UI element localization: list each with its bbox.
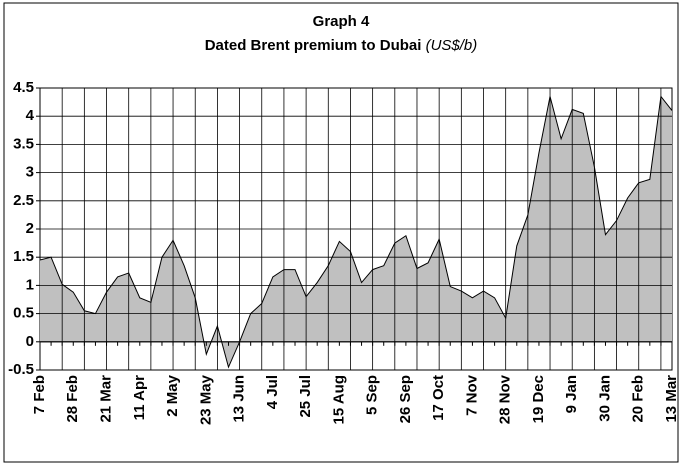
subtitle-unit: (US$/b) — [426, 37, 478, 54]
x-tick-label: 11 Apr — [131, 375, 148, 420]
area — [40, 96, 672, 368]
y-tick-label: 3 — [26, 164, 34, 181]
x-tick-label: 7 Nov — [463, 374, 480, 416]
line — [39, 95, 673, 369]
x-tick-label: 5 Sep — [364, 375, 381, 415]
y-tick-label: 1 — [26, 276, 34, 293]
y-tick-label: 0.5 — [13, 305, 34, 322]
y-tick-label: 4 — [26, 107, 35, 124]
x-tick-label: 28 Feb — [64, 375, 81, 423]
x-tick-label: 15 Aug — [330, 375, 347, 424]
chart-title: Graph 4 — [313, 13, 370, 30]
x-tick-label: 13 Mar — [663, 375, 680, 423]
x-tick-label: 13 Jun — [231, 375, 248, 423]
y-tick-label: 2 — [26, 220, 34, 237]
y-tick-label: 4.5 — [13, 79, 34, 96]
x-tick-label: 30 Jan — [596, 375, 613, 422]
x-tick-label: 9 Jan — [563, 375, 580, 413]
x-tick-label: 26 Sep — [397, 375, 414, 423]
y-tick-label: 0 — [26, 333, 34, 350]
x-tick-label: 2 May — [164, 374, 181, 416]
x-tick-label: 17 Oct — [430, 375, 447, 421]
x-tick-label: 23 May — [197, 374, 214, 425]
x-tick-label: 20 Feb — [630, 375, 647, 423]
subtitle-text: Dated Brent premium to Dubai — [205, 37, 422, 54]
y-tick-label: 2.5 — [13, 192, 34, 209]
y-tick-label: -0.5 — [8, 361, 34, 378]
x-tick-label: 28 Nov — [497, 374, 514, 424]
chart-subtitle: Dated Brent premium to Dubai (US$/b) — [205, 37, 478, 54]
x-tick-label: 21 Mar — [97, 375, 114, 423]
y-tick-label: 3.5 — [13, 135, 34, 152]
x-tick-label: 25 Jul — [297, 375, 314, 418]
y-tick-label: 1.5 — [13, 248, 34, 265]
x-tick-label: 7 Feb — [31, 375, 48, 414]
x-tick-label: 19 Dec — [530, 375, 547, 423]
x-tick-label: 4 Jul — [264, 375, 281, 409]
